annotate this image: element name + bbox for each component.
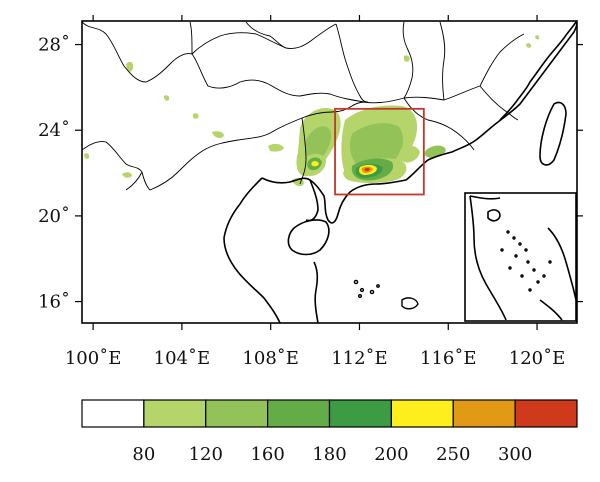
lon-tick-label: 112˚E <box>331 347 388 369</box>
coastline <box>223 21 577 323</box>
vietnam-coast <box>313 261 319 323</box>
rain-patch <box>212 131 224 139</box>
colorbar-segment <box>328 399 392 428</box>
colorbar-label: 200 <box>374 444 408 465</box>
rain-patch <box>350 123 404 168</box>
rain-patch <box>84 153 90 159</box>
border-line <box>335 23 369 103</box>
inset-frame <box>464 192 577 322</box>
lat-tick-label: 28˚ <box>38 34 70 56</box>
rain-patch <box>311 160 319 167</box>
border-line <box>82 21 481 104</box>
border-line <box>189 21 193 55</box>
colorbar-label: 300 <box>498 444 532 465</box>
colorbar-segment <box>81 399 145 428</box>
map-panel: 100˚E 104˚E 108˚E 112˚E 116˚E 120˚E 28˚ 24˚ 20˚… <box>38 15 583 369</box>
colorbar-label: 160 <box>250 444 284 465</box>
colorbar: 80 120 160 180 200 250 300 <box>81 399 578 465</box>
lon-tick-label: 108˚E <box>242 347 299 369</box>
border-line <box>245 21 287 49</box>
inset-coast <box>547 227 577 301</box>
lat-tick-label: 16˚ <box>38 291 70 313</box>
island <box>376 284 380 288</box>
colorbar-segment <box>143 399 207 428</box>
border-line <box>82 141 151 191</box>
rain-patch <box>399 145 420 163</box>
border-line <box>402 21 414 99</box>
rain-patch <box>126 61 134 72</box>
colorbar-segment <box>205 399 269 428</box>
border-line <box>439 21 446 101</box>
rain-patch <box>268 143 284 152</box>
longitude-axis: 100˚E 104˚E 108˚E 112˚E 116˚E 120˚E <box>65 15 565 369</box>
south-china-coast <box>261 21 577 224</box>
colorbar-segment <box>390 399 454 428</box>
rain-patch <box>403 55 410 62</box>
rain-patch <box>364 167 370 172</box>
colorbar-segment <box>267 399 331 428</box>
lon-tick-label: 100˚E <box>65 347 122 369</box>
colorbar-label: 80 <box>132 444 155 465</box>
island <box>359 287 365 293</box>
rugged-east-coast <box>499 21 577 121</box>
border-line <box>479 85 519 121</box>
inset-islands <box>500 230 552 292</box>
colorbar-segment <box>514 399 578 428</box>
lat-tick-label: 24˚ <box>38 119 70 141</box>
inset-coast <box>469 195 501 200</box>
colorbar-label: 120 <box>189 444 223 465</box>
rain-patch <box>535 35 540 40</box>
island <box>353 279 359 285</box>
colorbar-segment <box>452 399 516 428</box>
inset-map <box>464 192 577 322</box>
hainan-island <box>287 219 330 256</box>
border-line <box>301 101 369 119</box>
island <box>358 294 363 299</box>
inset-coast <box>469 195 507 321</box>
border-line <box>403 97 475 151</box>
rain-patch <box>305 126 332 163</box>
inset-hainan <box>487 209 501 222</box>
taiwan-island <box>539 101 567 166</box>
lat-tick-label: 20˚ <box>38 205 70 227</box>
highlight-box <box>334 107 425 196</box>
rain-patch <box>526 43 532 48</box>
province-borders <box>82 21 525 191</box>
island <box>401 297 419 310</box>
border-line <box>125 171 143 191</box>
rain-patch <box>122 172 132 178</box>
island <box>369 289 375 295</box>
gulf-of-tonkin-coast <box>223 177 281 323</box>
precipitation-field <box>84 35 540 187</box>
rain-patch <box>192 113 199 119</box>
lon-tick-label: 104˚E <box>154 347 211 369</box>
border-line <box>191 23 337 55</box>
latitude-axis: 28˚ 24˚ 20˚ 16˚ <box>38 34 583 313</box>
border-line <box>479 33 525 87</box>
border-line <box>149 117 303 191</box>
inset-coast <box>539 299 563 321</box>
colorbar-label: 180 <box>312 444 346 465</box>
rain-patch <box>164 95 170 101</box>
colorbar-label: 250 <box>436 444 470 465</box>
lon-tick-label: 116˚E <box>420 347 477 369</box>
lon-tick-label: 120˚E <box>509 347 566 369</box>
